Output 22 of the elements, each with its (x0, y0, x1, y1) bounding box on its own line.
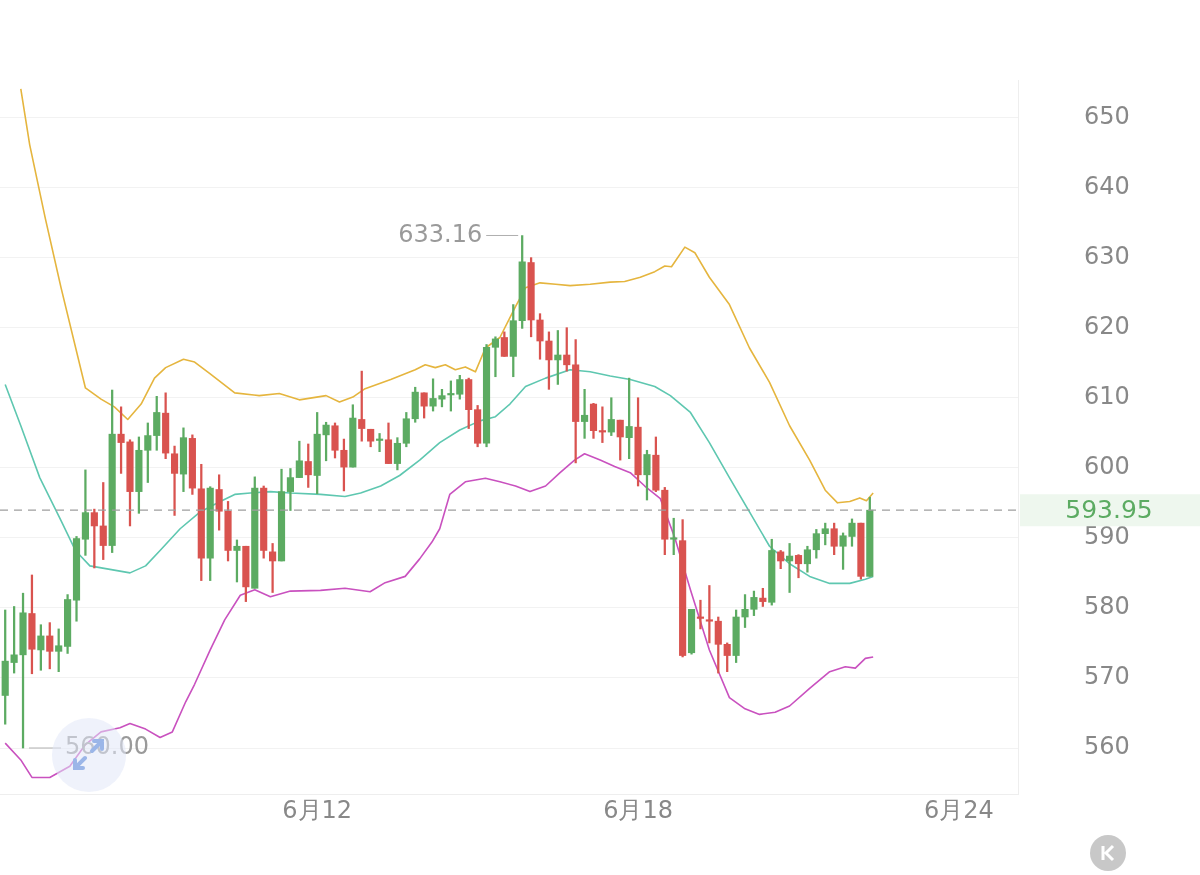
y-tick-label: 580 (1084, 592, 1130, 621)
y-tick-label: 650 (1084, 101, 1130, 130)
y-tick-label: 630 (1084, 241, 1130, 270)
candlestick (598, 406, 606, 443)
y-tick-label: 610 (1084, 381, 1130, 410)
x-tick-label: 6月18 (603, 796, 673, 825)
candlestick (375, 433, 384, 453)
y-tick-label: 570 (1084, 662, 1130, 691)
candlestick (491, 336, 500, 378)
candlestick (581, 389, 589, 439)
y-tick-label: 590 (1084, 522, 1130, 551)
candlestick (696, 599, 705, 630)
candlestick (170, 445, 179, 516)
annotation: 633.16 (398, 219, 483, 248)
y-tick-label: 620 (1084, 311, 1130, 340)
x-tick-label: 6月24 (924, 796, 994, 825)
candlestick (269, 543, 277, 593)
y-tick-label: 600 (1084, 452, 1130, 481)
y-tick-label: 640 (1084, 171, 1130, 200)
ref-line-label: 593.95 (1065, 494, 1153, 524)
x-tick-label: 6月12 (282, 796, 353, 825)
y-tick-label: 560 (1084, 732, 1130, 761)
